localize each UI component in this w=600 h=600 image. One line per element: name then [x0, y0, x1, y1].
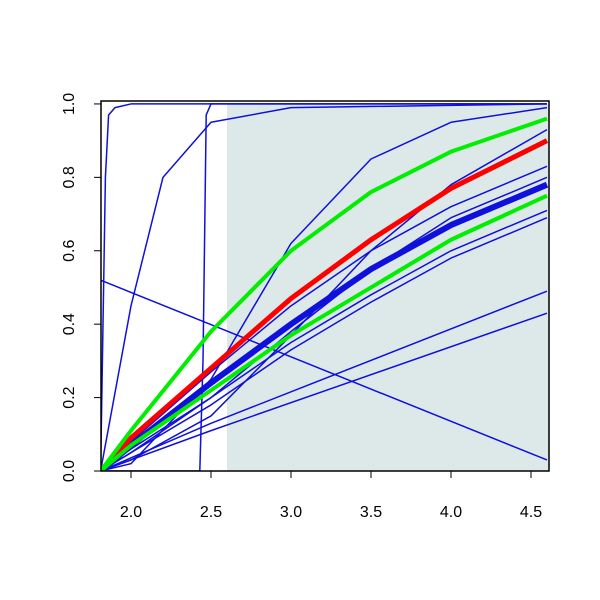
- y-tick-label: 0.0: [61, 460, 78, 482]
- x-tick-label: 4.5: [520, 504, 542, 521]
- y-tick-label: 0.2: [61, 386, 78, 408]
- series-line: [101, 217, 548, 471]
- y-tick-label: 1.0: [61, 93, 78, 115]
- series-line: [101, 209, 548, 471]
- series-line: [101, 193, 548, 471]
- series-line: [101, 138, 549, 471]
- x-tick-label: 2.0: [120, 504, 142, 521]
- series-line: [101, 106, 548, 471]
- shaded-region: [227, 103, 549, 471]
- plot-frame: [100, 100, 550, 472]
- x-tick-label: 4.0: [440, 504, 462, 521]
- series-line: [101, 116, 548, 471]
- series-line: [101, 290, 548, 471]
- y-tick-label: 0.6: [61, 240, 78, 262]
- series-line: [101, 103, 548, 471]
- y-tick-label: 0.4: [61, 313, 78, 335]
- x-tick-label: 3.5: [360, 504, 382, 521]
- x-tick-label: 3.0: [280, 504, 302, 521]
- series-line: [101, 312, 548, 471]
- plot-area: [101, 103, 549, 471]
- series-line: [101, 279, 548, 461]
- x-tick-label: 2.5: [200, 504, 222, 521]
- y-tick-label: 0.8: [61, 166, 78, 188]
- series-line: [101, 103, 547, 471]
- series-line: [101, 103, 547, 471]
